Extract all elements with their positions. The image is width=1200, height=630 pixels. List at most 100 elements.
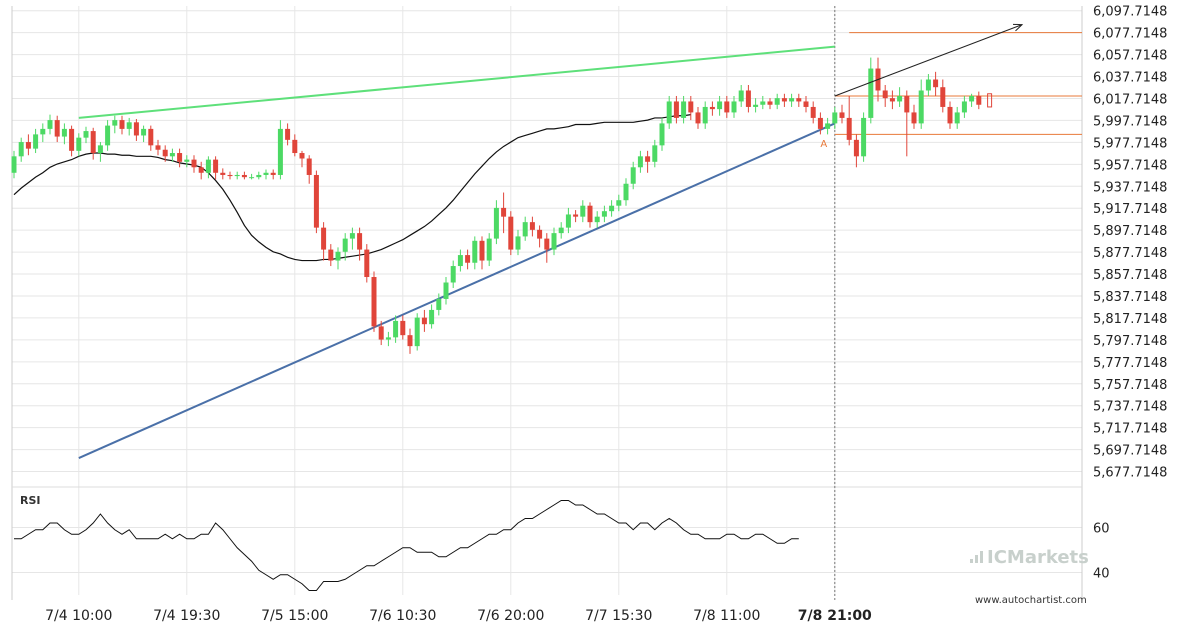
candle-body [544, 238, 550, 250]
pending-candle [987, 93, 993, 108]
candle-body [54, 120, 60, 137]
x-tick-label: 7/4 19:30 [153, 608, 220, 624]
candle-body [861, 117, 867, 157]
candle-body [393, 320, 399, 338]
candle-body [321, 227, 327, 250]
candle-body [97, 145, 103, 154]
candle-body [184, 159, 190, 162]
candle-body [378, 326, 384, 340]
y-tick-label: 5,797.7148 [1093, 334, 1167, 349]
y-tick-label: 6,037.7148 [1093, 71, 1167, 86]
x-tick-label: 7/8 11:00 [693, 608, 760, 624]
candle-body [760, 101, 766, 105]
candle-body [702, 106, 708, 124]
rsi-label: RSI [20, 494, 41, 507]
candle-body [299, 153, 305, 159]
y-tick-label: 5,977.7148 [1093, 136, 1167, 151]
candle-body [796, 98, 802, 102]
candle-body [112, 120, 118, 126]
support-trendline [78, 122, 836, 459]
y-tick-label: 5,757.7148 [1093, 378, 1167, 393]
candle-body [695, 112, 701, 124]
candle-body [753, 104, 759, 107]
x-tick-label: 7/7 15:30 [585, 608, 652, 624]
candle-body [630, 167, 636, 184]
candle-body [270, 172, 276, 175]
y-tick-label: 5,937.7148 [1093, 180, 1167, 195]
candle-body [911, 112, 917, 124]
candle-body [781, 98, 787, 102]
candle-body [256, 174, 262, 178]
candle-body [357, 233, 363, 250]
candle-body [529, 222, 535, 230]
candle-body [832, 112, 838, 124]
candle-body [853, 139, 859, 157]
y-tick-label: 5,717.7148 [1093, 422, 1167, 437]
grid [11, 6, 1083, 600]
candle-body [148, 128, 154, 146]
candle-body [918, 90, 924, 124]
x-tick-label: 7/4 10:00 [45, 608, 112, 624]
candle-body [285, 128, 291, 140]
candle-body [767, 101, 773, 105]
candle-body [493, 207, 499, 239]
candle-body [551, 233, 557, 250]
axes: 6,097.7148 6,077.7148 6,057.7148 6,037.7148… [45, 5, 1167, 624]
candle-body [889, 98, 895, 102]
watermark-url: www.autochartist.com [975, 595, 1087, 606]
candle-body [508, 216, 514, 250]
candle-body [839, 112, 845, 118]
candle-body [897, 95, 903, 102]
candle-body [205, 159, 211, 173]
candle-body [673, 101, 679, 118]
candle-body [436, 298, 442, 310]
candle-body [594, 216, 600, 223]
candle-body [925, 79, 931, 91]
candle-body [659, 123, 665, 146]
candle-body [313, 174, 319, 228]
candle-body [457, 255, 463, 267]
candle-body [969, 95, 975, 102]
candle-body [961, 101, 967, 113]
candle-body [90, 131, 96, 154]
candle-body [133, 122, 139, 136]
forecast-arrow-head [1012, 23, 1024, 32]
candle-body [688, 101, 694, 113]
candle-body [241, 174, 247, 178]
candle-body [465, 255, 471, 263]
candle-body [429, 309, 435, 325]
candle-body [443, 282, 449, 299]
point-label: A [820, 139, 827, 150]
candle-body [364, 249, 370, 278]
candle-body [263, 172, 269, 175]
watermark-brand: ICMarkets [987, 547, 1089, 568]
candle-body [882, 90, 888, 99]
candle-body [126, 122, 132, 129]
x-tick-label: 7/6 20:00 [477, 608, 544, 624]
y-tick-label: 5,917.7148 [1093, 202, 1167, 217]
candle-body [119, 120, 125, 129]
candle-body [105, 125, 111, 146]
candle-body [69, 128, 75, 151]
candle-body [220, 172, 226, 175]
candle-body [601, 211, 607, 217]
candle-body [609, 205, 615, 212]
candle-body [681, 101, 687, 118]
candle-body [587, 205, 593, 223]
rsi-panel [14, 500, 799, 591]
watermark-logo: ICMarkets [970, 547, 1089, 568]
candle-body [292, 139, 298, 154]
candle-body [868, 68, 874, 118]
candle-body [724, 101, 730, 113]
candle-body [709, 106, 715, 110]
candle-body [846, 117, 852, 140]
candle-body [479, 240, 485, 261]
candle-body [947, 106, 953, 124]
candle-body [18, 142, 24, 157]
candle-body [558, 227, 564, 234]
candle-body [933, 79, 939, 88]
candle-body [25, 142, 31, 149]
candle-body [407, 335, 413, 347]
